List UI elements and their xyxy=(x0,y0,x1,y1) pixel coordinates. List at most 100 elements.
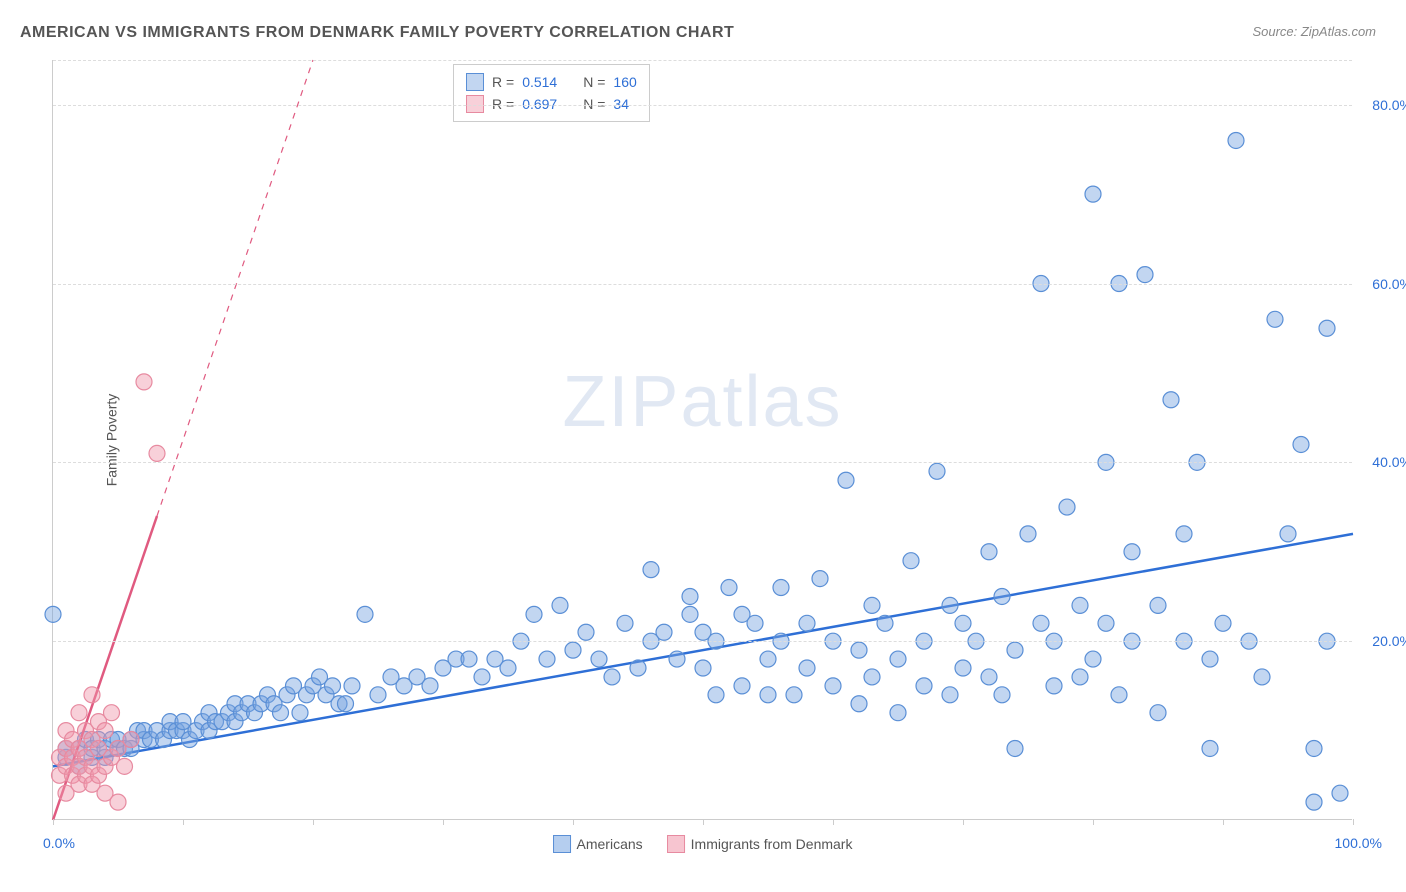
data-point xyxy=(591,651,607,667)
data-point xyxy=(1137,267,1153,283)
data-point xyxy=(1059,499,1075,515)
data-point xyxy=(526,606,542,622)
gridline xyxy=(53,462,1352,463)
series-legend: Americans Immigrants from Denmark xyxy=(553,835,853,853)
data-point xyxy=(1202,740,1218,756)
data-point xyxy=(1254,669,1270,685)
data-point xyxy=(104,705,120,721)
data-point xyxy=(1176,526,1192,542)
y-tick-label: 40.0% xyxy=(1357,454,1406,470)
legend-item-0: Americans xyxy=(553,835,643,853)
correlation-legend: R = 0.514 N = 160 R = 0.697 N = 34 xyxy=(453,64,650,122)
data-point xyxy=(110,794,126,810)
data-point xyxy=(1306,740,1322,756)
gridline xyxy=(53,60,1352,61)
data-point xyxy=(955,660,971,676)
gridline xyxy=(53,105,1352,106)
data-point xyxy=(539,651,555,667)
data-point xyxy=(461,651,477,667)
data-point xyxy=(1280,526,1296,542)
data-point xyxy=(747,615,763,631)
data-point xyxy=(851,642,867,658)
data-point xyxy=(1033,615,1049,631)
data-point xyxy=(1228,132,1244,148)
legend-row-series-0: R = 0.514 N = 160 xyxy=(466,71,637,93)
data-point xyxy=(864,669,880,685)
data-point xyxy=(1319,320,1335,336)
data-point xyxy=(630,660,646,676)
data-point xyxy=(149,445,165,461)
data-point xyxy=(981,544,997,560)
data-point xyxy=(942,687,958,703)
x-tick xyxy=(313,819,314,825)
x-tick xyxy=(53,819,54,825)
data-point xyxy=(1150,705,1166,721)
data-point xyxy=(786,687,802,703)
data-point xyxy=(1150,597,1166,613)
data-point xyxy=(338,696,354,712)
legend-item-1: Immigrants from Denmark xyxy=(667,835,853,853)
data-point xyxy=(500,660,516,676)
trend-line-dashed-1 xyxy=(157,60,313,516)
y-tick-label: 20.0% xyxy=(1357,633,1406,649)
data-point xyxy=(1293,436,1309,452)
plot-svg xyxy=(53,60,1352,819)
n-label-0: N = xyxy=(583,74,605,90)
data-point xyxy=(825,678,841,694)
data-point xyxy=(1085,651,1101,667)
data-point xyxy=(344,678,360,694)
data-point xyxy=(994,588,1010,604)
x-tick xyxy=(963,819,964,825)
data-point xyxy=(1072,669,1088,685)
data-point xyxy=(903,553,919,569)
data-point xyxy=(929,463,945,479)
data-point xyxy=(1163,392,1179,408)
data-point xyxy=(1085,186,1101,202)
data-point xyxy=(71,705,87,721)
data-point xyxy=(84,687,100,703)
data-point xyxy=(773,580,789,596)
data-point xyxy=(812,571,828,587)
data-point xyxy=(695,660,711,676)
data-point xyxy=(117,758,133,774)
data-point xyxy=(292,705,308,721)
legend-label-1: Immigrants from Denmark xyxy=(691,836,853,852)
trend-line-0 xyxy=(53,534,1353,766)
data-point xyxy=(1046,678,1062,694)
data-point xyxy=(669,651,685,667)
data-point xyxy=(682,588,698,604)
data-point xyxy=(1007,740,1023,756)
x-max-label: 100.0% xyxy=(1335,835,1382,851)
data-point xyxy=(123,732,139,748)
data-point xyxy=(760,651,776,667)
y-tick-label: 80.0% xyxy=(1357,97,1406,113)
data-point xyxy=(643,562,659,578)
r-value-0: 0.514 xyxy=(522,74,557,90)
data-point xyxy=(682,606,698,622)
data-point xyxy=(955,615,971,631)
data-point xyxy=(838,472,854,488)
data-point xyxy=(1111,687,1127,703)
data-point xyxy=(1124,544,1140,560)
gridline xyxy=(53,284,1352,285)
data-point xyxy=(1098,615,1114,631)
x-tick xyxy=(443,819,444,825)
data-point xyxy=(604,669,620,685)
data-point xyxy=(942,597,958,613)
data-point xyxy=(721,580,737,596)
data-point xyxy=(617,615,633,631)
data-point xyxy=(1072,597,1088,613)
data-point xyxy=(799,615,815,631)
data-point xyxy=(994,687,1010,703)
legend-swatch-1 xyxy=(667,835,685,853)
data-point xyxy=(1215,615,1231,631)
data-point xyxy=(916,678,932,694)
data-point xyxy=(708,687,724,703)
n-value-0: 160 xyxy=(613,74,636,90)
data-point xyxy=(1332,785,1348,801)
x-tick xyxy=(573,819,574,825)
data-point xyxy=(877,615,893,631)
data-point xyxy=(760,687,776,703)
x-tick xyxy=(1223,819,1224,825)
data-point xyxy=(45,606,61,622)
